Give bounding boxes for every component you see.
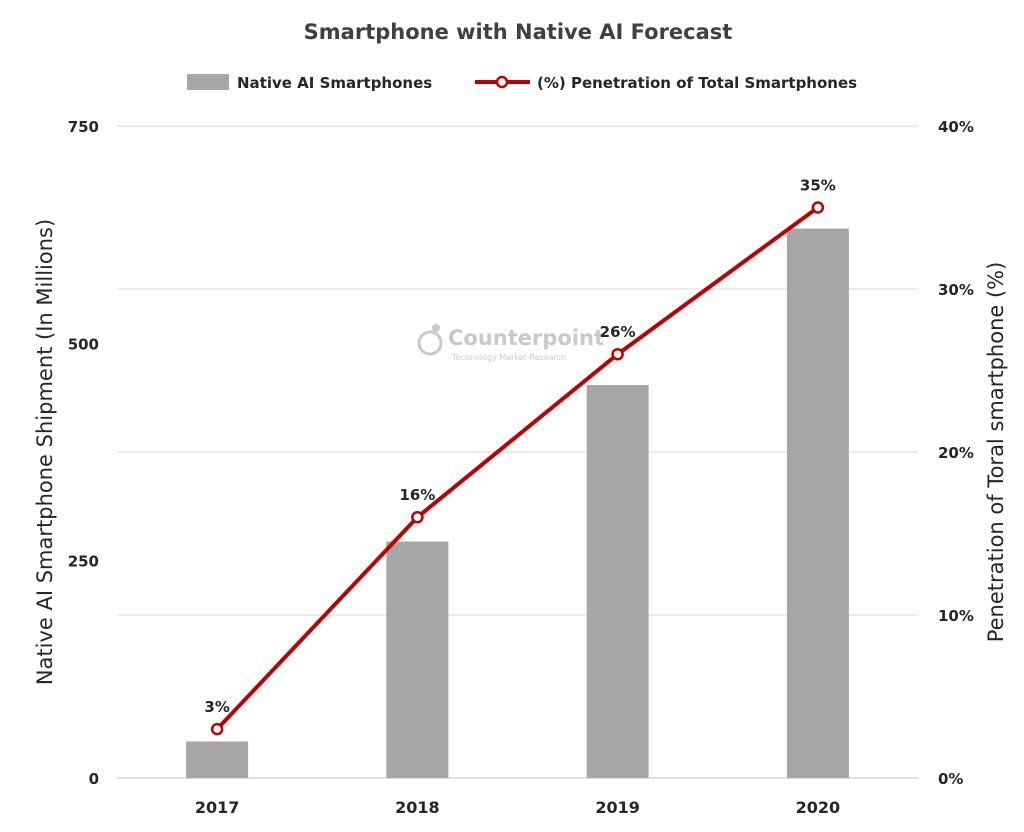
- y-axis-label-right: Penetration of Toral smartphone (%): [984, 262, 1008, 643]
- grid-lines: [117, 125, 918, 779]
- y-tick-right: 40%: [938, 118, 974, 136]
- legend-label-line: (%) Penetration of Total Smartphones: [537, 74, 857, 92]
- line-point-2019: [611, 347, 624, 361]
- data-labels: 3% 16% 26% 35%: [204, 177, 835, 717]
- legend: Native AI Smartphones (%) Penetration of…: [187, 74, 857, 92]
- left-axis-ticks: 0 250 500 750: [68, 118, 99, 788]
- bar-2019: [586, 385, 649, 778]
- bar-2018: [386, 541, 449, 778]
- right-axis-ticks: 0% 10% 20% 30% 40%: [938, 118, 974, 788]
- counterpoint-watermark: Counterpoint Technology Market Research: [417, 324, 604, 362]
- bar-2020: [786, 228, 849, 779]
- data-label-2019: 26%: [600, 323, 636, 341]
- watermark-name: Counterpoint: [448, 326, 604, 350]
- y-tick-left: 0: [89, 770, 99, 788]
- y-tick-right: 20%: [938, 444, 974, 462]
- y-tick-left: 500: [68, 335, 99, 353]
- x-tick-label: 2019: [595, 798, 640, 817]
- x-tick-label: 2020: [796, 798, 841, 817]
- y-tick-left: 250: [68, 553, 99, 571]
- y-tick-right: 0%: [938, 770, 963, 788]
- y-tick-right: 10%: [938, 607, 974, 625]
- bar-2017: [186, 741, 249, 778]
- x-tick-label: 2017: [195, 798, 240, 817]
- y-tick-left: 750: [68, 118, 99, 136]
- data-label-2017: 3%: [204, 698, 229, 716]
- legend-label-bars: Native AI Smartphones: [237, 74, 432, 92]
- line-point-2017: [210, 722, 224, 736]
- bar-series: [186, 228, 849, 779]
- watermark-tagline: Technology Market Research: [451, 353, 566, 362]
- penetration-line: [215, 205, 820, 731]
- legend-marker-line: [495, 75, 509, 89]
- legend-swatch-bars: [187, 74, 229, 90]
- line-point-2020: [811, 201, 825, 214]
- counterpoint-logo-icon: [417, 324, 443, 356]
- x-axis-ticks: 2017 2018 2019 2020: [195, 798, 840, 817]
- y-tick-right: 30%: [938, 281, 974, 299]
- x-tick-label: 2018: [395, 798, 440, 817]
- chart-title: Smartphone with Native AI Forecast: [304, 20, 733, 44]
- data-label-2020: 35%: [800, 177, 836, 195]
- line-series: [210, 201, 825, 736]
- data-label-2018: 16%: [399, 486, 435, 504]
- y-axis-label-left: Native AI Smartphone Shipment (In Millio…: [33, 219, 57, 685]
- line-point-2018: [411, 510, 424, 524]
